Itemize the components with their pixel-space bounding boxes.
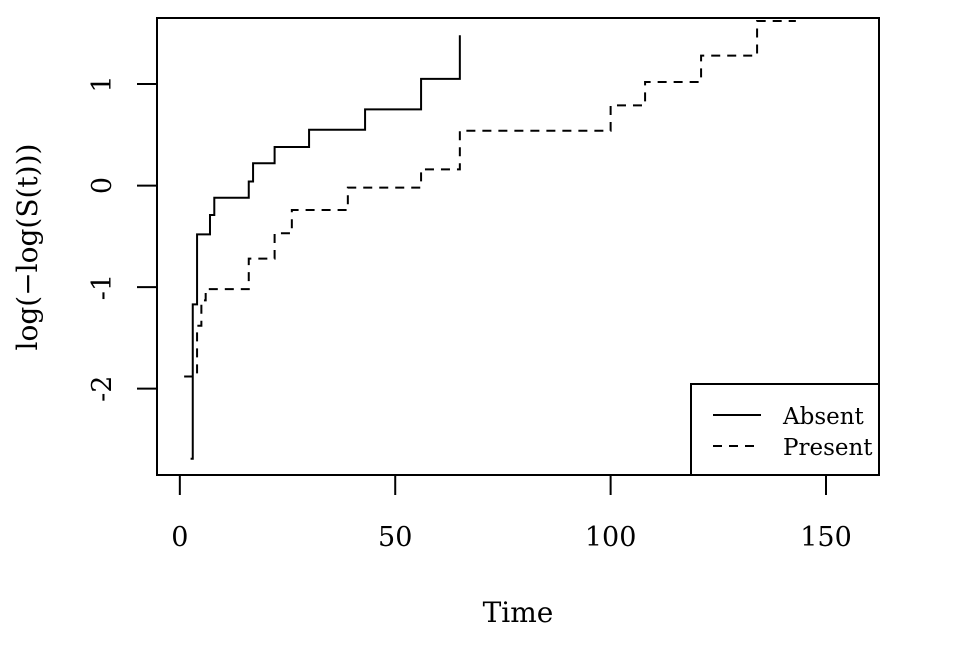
- y-tick-label: 0: [87, 177, 118, 194]
- plot-layer: [184, 20, 796, 460]
- y-tick-label: -2: [87, 376, 118, 402]
- legend-label-present: Present: [783, 435, 873, 461]
- series-line-absent: [190, 35, 461, 460]
- x-axis: 0 50 100 150: [171, 474, 852, 553]
- x-tick-label: 50: [378, 522, 412, 553]
- y-axis-title: log(−log(S(t))): [11, 144, 44, 351]
- x-axis-title: Time: [483, 596, 554, 629]
- legend-label-absent: Absent: [782, 404, 865, 430]
- legend: Absent Present: [690, 383, 880, 476]
- x-tick-label: 0: [171, 522, 188, 553]
- y-tick-label: 1: [87, 75, 118, 92]
- x-tick-label: 150: [800, 522, 852, 553]
- legend-box: [690, 383, 880, 476]
- x-tick-label: 100: [585, 522, 637, 553]
- series-line-present: [184, 20, 796, 378]
- y-tick-label: -1: [87, 274, 118, 300]
- y-axis: -2 -1 0 1: [87, 75, 158, 402]
